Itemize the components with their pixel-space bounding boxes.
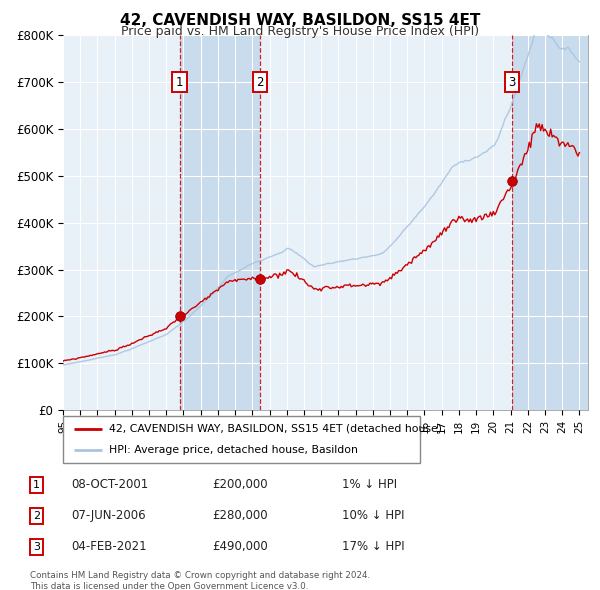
Text: 42, CAVENDISH WAY, BASILDON, SS15 4ET (detached house): 42, CAVENDISH WAY, BASILDON, SS15 4ET (d… (109, 424, 442, 434)
Text: 42, CAVENDISH WAY, BASILDON, SS15 4ET: 42, CAVENDISH WAY, BASILDON, SS15 4ET (120, 13, 480, 28)
Text: 1: 1 (33, 480, 40, 490)
Text: 07-JUN-2006: 07-JUN-2006 (71, 509, 146, 522)
Text: Contains HM Land Registry data © Crown copyright and database right 2024.: Contains HM Land Registry data © Crown c… (30, 571, 370, 579)
FancyBboxPatch shape (63, 416, 420, 463)
Text: This data is licensed under the Open Government Licence v3.0.: This data is licensed under the Open Gov… (30, 582, 308, 590)
Bar (512, 35, 588, 410)
Text: 04-FEB-2021: 04-FEB-2021 (71, 540, 147, 553)
Text: 1% ↓ HPI: 1% ↓ HPI (342, 478, 397, 491)
Text: 2: 2 (33, 511, 40, 521)
Text: 10% ↓ HPI: 10% ↓ HPI (342, 509, 404, 522)
Text: £490,000: £490,000 (212, 540, 268, 553)
Text: 2: 2 (256, 76, 263, 88)
Text: HPI: Average price, detached house, Basildon: HPI: Average price, detached house, Basi… (109, 445, 358, 455)
Text: 08-OCT-2001: 08-OCT-2001 (71, 478, 149, 491)
Text: 3: 3 (33, 542, 40, 552)
Text: 3: 3 (508, 76, 516, 88)
Text: 17% ↓ HPI: 17% ↓ HPI (342, 540, 404, 553)
Text: 1: 1 (176, 76, 183, 88)
Text: £200,000: £200,000 (212, 478, 268, 491)
Bar (179, 35, 260, 410)
Text: Price paid vs. HM Land Registry's House Price Index (HPI): Price paid vs. HM Land Registry's House … (121, 25, 479, 38)
Text: £280,000: £280,000 (212, 509, 268, 522)
